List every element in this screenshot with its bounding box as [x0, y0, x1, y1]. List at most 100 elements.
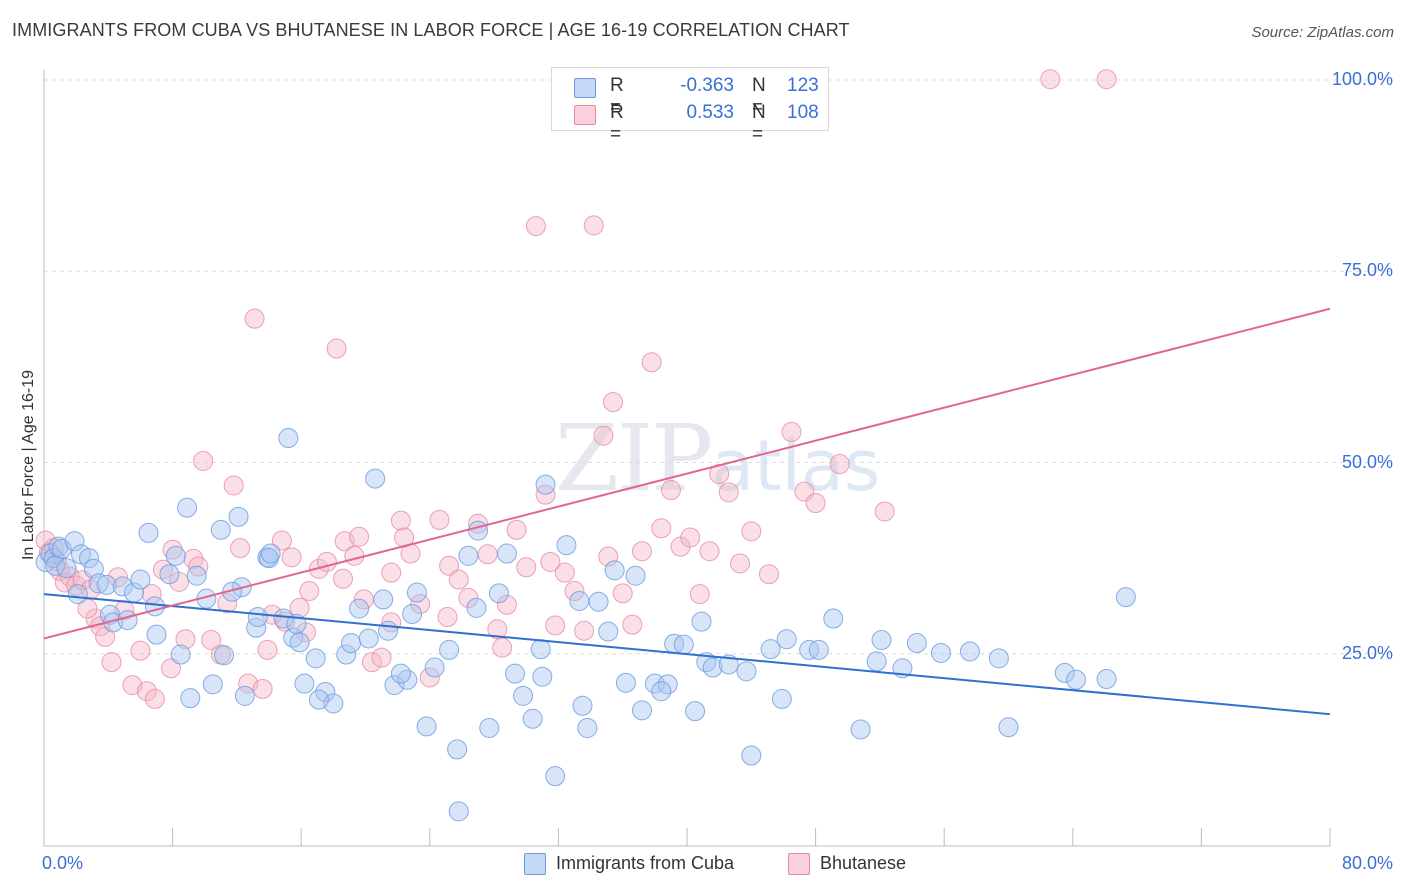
- cuba-point: [545, 766, 566, 787]
- bhutanese-point: [271, 530, 292, 551]
- cuba-point: [79, 548, 100, 569]
- cuba-point: [234, 685, 255, 706]
- bhutanese-point: [439, 555, 460, 576]
- cuba-point: [390, 663, 411, 684]
- n-value: 108: [787, 102, 819, 123]
- cuba-point: [349, 598, 370, 619]
- cuba-point: [247, 607, 268, 628]
- cuba-point: [289, 632, 310, 653]
- bhutanese-point: [193, 450, 214, 471]
- chart-title: IMMIGRANTS FROM CUBA VS BHUTANESE IN LAB…: [12, 20, 850, 40]
- cuba-point: [170, 644, 191, 665]
- cuba-point: [615, 672, 636, 693]
- cuba-point: [776, 629, 797, 650]
- stats-legend: R = -0.363 N = 123 R = 0.533 N = 108: [551, 67, 829, 145]
- watermark-logo: ZIPatlas: [555, 405, 880, 512]
- cuba-point: [365, 468, 386, 489]
- cuba-point: [130, 569, 151, 590]
- cuba-point: [260, 543, 281, 564]
- bhutanese-point: [381, 562, 402, 583]
- bhutanese-point: [136, 681, 157, 702]
- n-label: N =: [752, 75, 766, 118]
- bhutanese-point: [458, 587, 479, 608]
- bhutanese-point: [651, 518, 672, 539]
- cuba-point: [530, 639, 551, 660]
- cuba-point: [180, 688, 201, 709]
- cuba-point: [572, 695, 593, 716]
- bhutanese-point: [680, 527, 701, 548]
- cuba-point: [468, 520, 489, 541]
- cuba-point: [447, 739, 468, 760]
- cuba-point: [406, 582, 427, 603]
- bhutanese-point: [326, 338, 347, 359]
- r-label: R =: [610, 102, 624, 145]
- bhutanese-point: [107, 567, 128, 588]
- cuba-point: [397, 669, 418, 690]
- cuba-point: [598, 621, 619, 642]
- cuba-point: [48, 536, 69, 557]
- bhutanese-point: [252, 678, 273, 699]
- bhutanese-point: [223, 475, 244, 496]
- bhutanese-point: [371, 647, 392, 668]
- bhutanese-point: [554, 562, 575, 583]
- cuba-point: [850, 719, 871, 740]
- bhutanese-point: [487, 619, 508, 640]
- cuba-point: [358, 628, 379, 649]
- bhutanese-point: [477, 544, 498, 565]
- bhutanese-point: [344, 545, 365, 566]
- cuba-legend-swatch: [524, 853, 546, 875]
- bhutanese-point: [201, 629, 222, 650]
- y-tick-label: 25.0%: [1341, 642, 1393, 663]
- cuba-point: [402, 603, 423, 624]
- cuba-point: [535, 474, 556, 495]
- cuba-point: [504, 663, 525, 684]
- cuba-point: [702, 657, 723, 678]
- bhutanese-point: [419, 667, 440, 688]
- bhutanese-trend-line: [43, 307, 1331, 640]
- cuba-point: [146, 624, 167, 645]
- cuba-point: [604, 560, 625, 581]
- bhutanese-point: [429, 509, 450, 530]
- x-tick-label-max: 80.0%: [1341, 853, 1393, 873]
- cuba-point: [651, 681, 672, 702]
- cuba-trend-line: [43, 593, 1331, 716]
- cuba-point: [378, 620, 399, 641]
- bhutanese-point: [593, 425, 614, 446]
- r-value: -0.363: [680, 75, 734, 96]
- cuba-point: [308, 689, 329, 710]
- bhutanese-point: [805, 493, 826, 514]
- cuba-point: [771, 688, 792, 709]
- cuba-point: [88, 573, 109, 594]
- bhutanese-point: [299, 581, 320, 602]
- cuba-point: [416, 716, 437, 737]
- bhutanese-points: [35, 69, 1117, 709]
- cuba-point: [138, 522, 159, 543]
- cuba-point: [959, 641, 980, 662]
- cuba-point: [988, 648, 1009, 669]
- cuba-point: [691, 611, 712, 632]
- bhutanese-point: [35, 530, 56, 551]
- cuba-point: [1054, 662, 1075, 683]
- bhutanese-point: [631, 541, 652, 562]
- trend-lines: [43, 307, 1331, 716]
- cuba-point: [556, 535, 577, 556]
- cuba-point: [930, 642, 951, 663]
- bhutanese-point: [781, 421, 802, 442]
- cuba-point: [424, 657, 445, 678]
- cuba-point: [906, 633, 927, 654]
- bhutanese-point: [496, 594, 517, 615]
- cuba-point: [384, 675, 405, 696]
- cuba-point: [1066, 669, 1087, 690]
- cuba-point: [165, 545, 186, 566]
- bhutanese-point: [730, 553, 751, 574]
- bhutanese-point: [829, 454, 850, 475]
- cuba-point: [513, 685, 534, 706]
- bhutanese-swatch: [574, 105, 596, 125]
- cuba-point: [177, 497, 198, 518]
- n-value: 123: [787, 75, 819, 96]
- bhutanese-point: [130, 640, 151, 661]
- cuba-point: [532, 666, 553, 687]
- cuba-point: [496, 543, 517, 564]
- cuba-point: [577, 717, 598, 738]
